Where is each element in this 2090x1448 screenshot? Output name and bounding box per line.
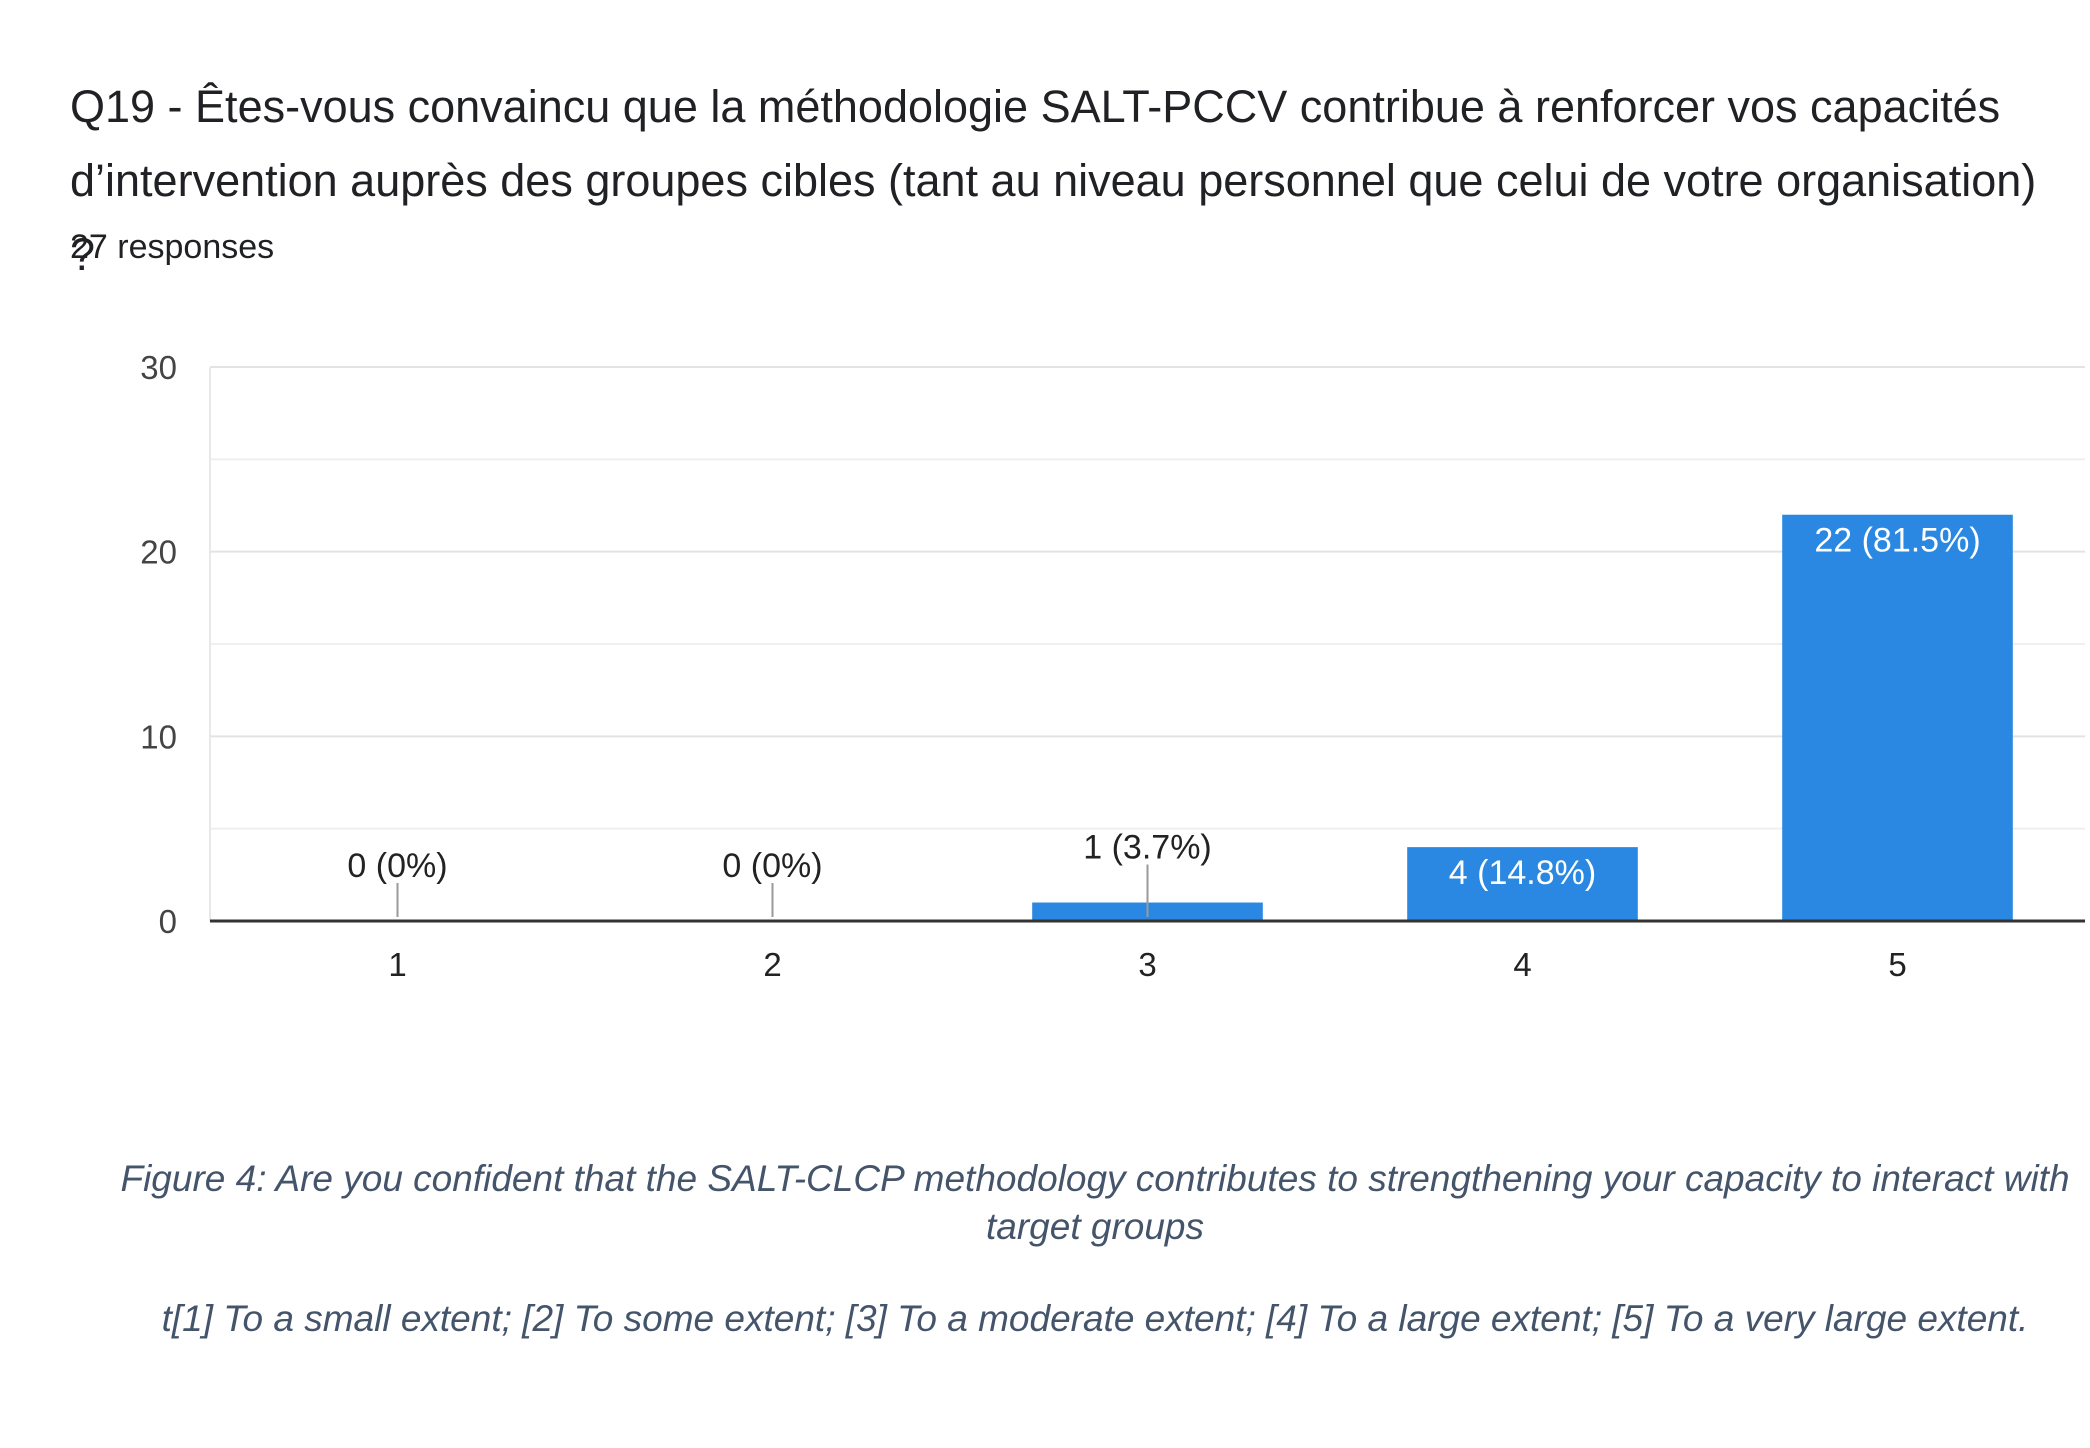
y-tick-label: 30 (140, 349, 177, 386)
data-label-3: 1 (3.7%) (1083, 829, 1212, 867)
y-tick-label: 10 (140, 718, 177, 755)
data-label-1: 0 (0%) (347, 847, 447, 885)
y-tick-label: 0 (159, 903, 177, 940)
data-label-4: 4 (14.8%) (1449, 854, 1596, 892)
x-tick-label: 2 (763, 946, 781, 983)
figure-caption: Figure 4: Are you confident that the SAL… (120, 1158, 2070, 1247)
x-tick-label: 1 (388, 946, 406, 983)
bar-5 (1782, 514, 2013, 921)
x-tick-label: 4 (1513, 946, 1531, 983)
response-count: 27 responses (70, 228, 275, 266)
x-tick-label: 5 (1888, 946, 1906, 983)
bar-4 (1407, 847, 1638, 921)
x-tick-label: 3 (1138, 946, 1156, 983)
scale-legend-caption: t[1] To a small extent; [2] To some exte… (161, 1298, 2029, 1339)
data-label-5: 22 (81.5%) (1814, 522, 1980, 560)
data-label-2: 0 (0%) (722, 847, 822, 885)
chart-title: Q19 - Êtes-vous convaincu que la méthodo… (70, 81, 2037, 280)
y-tick-label: 20 (140, 534, 177, 571)
